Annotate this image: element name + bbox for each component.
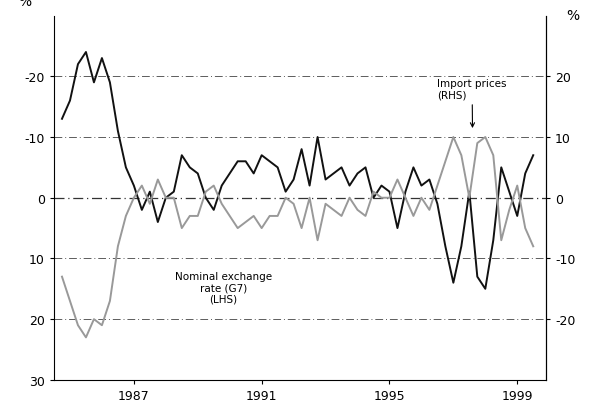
Text: Import prices
(RHS): Import prices (RHS)	[437, 78, 507, 128]
Y-axis label: %: %	[566, 9, 580, 23]
Text: Nominal exchange
rate (G7)
(LHS): Nominal exchange rate (G7) (LHS)	[175, 271, 272, 304]
Y-axis label: %: %	[18, 0, 31, 9]
